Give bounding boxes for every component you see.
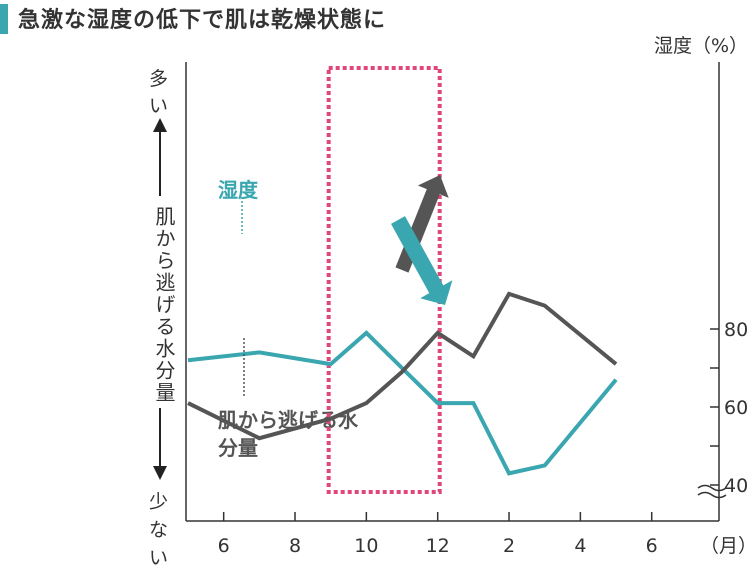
series-label-water-loss: 肌から逃げる水分量 xyxy=(218,408,358,460)
y-tick-label: 60 xyxy=(724,397,748,419)
left-axis-top-label: 多い xyxy=(149,68,169,117)
title-accent-bar xyxy=(0,4,8,34)
series-line-1 xyxy=(187,291,618,441)
left-axis-label: 肌から逃げる水分量 xyxy=(152,206,176,404)
x-unit-label: （月） xyxy=(700,535,750,557)
x-tick-label: 4 xyxy=(574,535,586,557)
x-tick-label: 6 xyxy=(218,535,230,557)
x-tick-label: 12 xyxy=(426,535,450,557)
y-axis-label: 湿度（%） xyxy=(654,35,748,57)
falling-humidity-arrow-icon xyxy=(391,216,453,305)
left-axis-bottom-label: 少ない xyxy=(149,491,169,569)
y-tick-label: 40 xyxy=(724,475,748,497)
arrow-up-icon xyxy=(153,118,167,132)
axis-break-icon xyxy=(697,484,727,499)
chart-title: 急激な湿度の低下で肌は乾燥状態に xyxy=(18,8,387,33)
series-label-humidity: 湿度 xyxy=(218,178,258,202)
series-line-0 xyxy=(187,330,618,476)
x-tick-label: 6 xyxy=(646,535,658,557)
x-tick-label: 10 xyxy=(354,535,378,557)
x-tick-label: 2 xyxy=(503,535,515,557)
y-tick-label: 80 xyxy=(724,319,748,341)
arrow-down-icon xyxy=(153,466,167,480)
x-tick-label: 8 xyxy=(289,535,301,557)
